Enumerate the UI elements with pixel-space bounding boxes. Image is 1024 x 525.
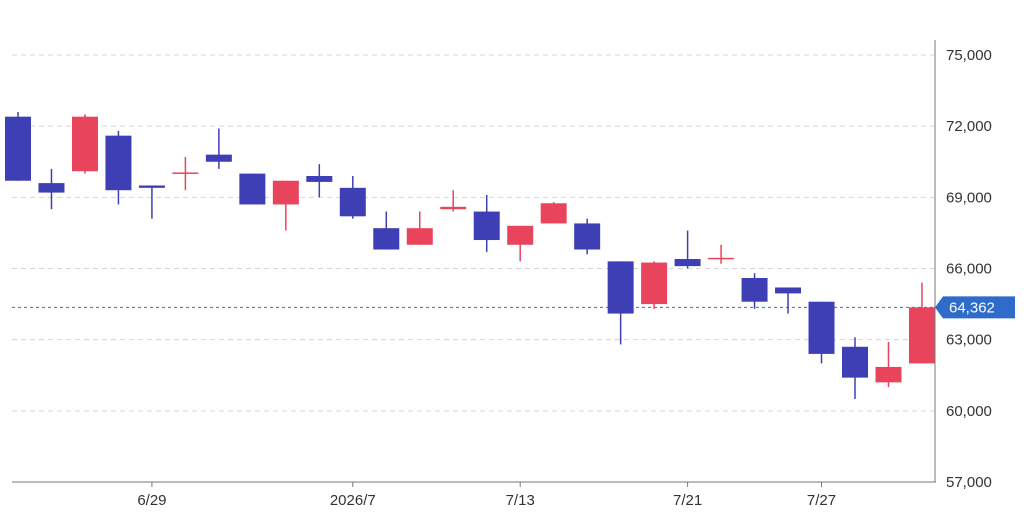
candle xyxy=(272,180,299,231)
candle xyxy=(138,185,165,219)
candle xyxy=(674,230,701,269)
x-axis: 6/29 2026/7 7/13 7/21 7/27 xyxy=(137,482,836,509)
candle-body xyxy=(138,185,165,188)
x-tick-label: 7/21 xyxy=(673,492,702,509)
candle xyxy=(607,261,634,345)
candle-body xyxy=(5,116,31,181)
candle-body xyxy=(507,225,534,245)
candle xyxy=(105,130,132,205)
y-tick-label: 66,000 xyxy=(946,261,992,278)
candle xyxy=(574,218,601,255)
candle-body xyxy=(172,172,199,174)
candle-body xyxy=(239,173,266,205)
y-tick-label: 75,000 xyxy=(946,47,992,64)
candle-body xyxy=(38,183,65,193)
x-tick-label: 7/13 xyxy=(506,492,535,509)
candle xyxy=(842,337,868,399)
candle-body xyxy=(775,287,802,294)
candle-body xyxy=(674,259,701,267)
candle xyxy=(373,211,400,250)
candle-body xyxy=(708,257,735,260)
x-tick-label: 2026/7 xyxy=(330,492,376,509)
candles xyxy=(5,111,935,399)
candle-body xyxy=(272,180,299,205)
candle xyxy=(775,287,802,314)
candle-body xyxy=(105,135,132,191)
candle xyxy=(708,244,735,264)
candle xyxy=(641,261,668,309)
candle-body xyxy=(373,228,400,250)
y-tick-label: 69,000 xyxy=(946,189,992,206)
candle xyxy=(306,164,333,198)
current-price-tag-bg xyxy=(935,296,1015,319)
candle-body xyxy=(641,262,668,305)
candle xyxy=(741,273,768,309)
candle xyxy=(339,175,366,219)
current-price-tag: 64,362 xyxy=(935,296,1015,319)
candle xyxy=(71,114,98,174)
candle-body xyxy=(908,307,935,364)
candle-body xyxy=(473,211,500,241)
current-price-tag-label: 64,362 xyxy=(949,299,995,316)
candle-body xyxy=(339,187,366,217)
y-tick-label: 57,000 xyxy=(946,474,992,491)
candle-body xyxy=(540,203,567,224)
candle xyxy=(172,157,199,191)
candle-body xyxy=(406,228,433,245)
candle xyxy=(540,202,567,224)
candle-body xyxy=(71,116,98,172)
candle xyxy=(908,282,935,364)
candle-body xyxy=(440,206,467,210)
x-tick-label: 7/27 xyxy=(807,492,836,509)
candle xyxy=(38,168,65,210)
candle-body xyxy=(205,154,232,162)
candle xyxy=(406,211,433,245)
candle-body xyxy=(875,366,902,383)
candle-body xyxy=(306,175,333,182)
candle xyxy=(507,225,534,262)
candle-body xyxy=(842,346,868,378)
x-tick-label: 6/29 xyxy=(137,492,166,509)
candle xyxy=(205,128,232,169)
candle-body xyxy=(574,223,601,250)
y-tick-label: 63,000 xyxy=(946,332,992,349)
grid-lines xyxy=(12,54,936,483)
y-tick-label: 72,000 xyxy=(946,118,992,135)
candle xyxy=(440,190,467,212)
candle xyxy=(473,194,500,252)
candle-body xyxy=(607,261,634,314)
y-tick-label: 60,000 xyxy=(946,403,992,420)
candle xyxy=(808,301,835,364)
candle-body xyxy=(808,301,835,354)
candle xyxy=(875,342,902,388)
candle-body xyxy=(741,277,768,302)
candle xyxy=(239,173,266,205)
y-axis: 75,000 72,000 69,000 66,000 63,000 60,000 57,0… xyxy=(934,40,992,491)
candle xyxy=(5,111,31,181)
